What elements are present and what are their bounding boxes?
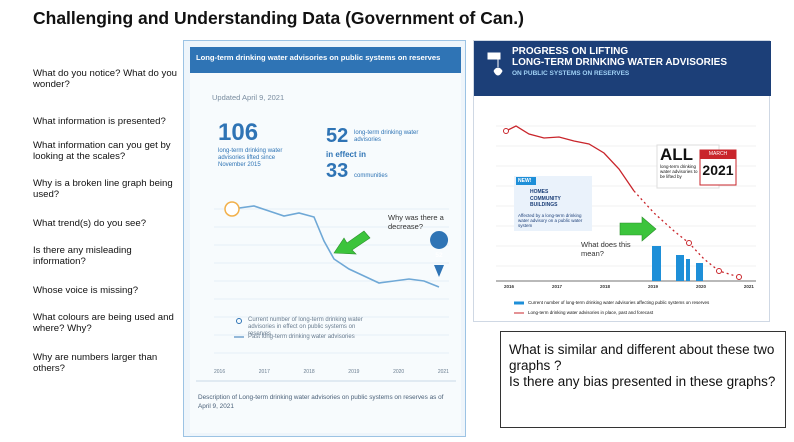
caption: Description of Long-term drinking water … <box>198 394 444 410</box>
x-tick-label: 2021 <box>437 369 449 375</box>
title: PROGRESS ON LIFTING <box>512 46 629 57</box>
new-tag <box>516 177 536 185</box>
new-label: NEW! <box>518 178 532 184</box>
x-tick-label: 2018 <box>303 369 315 375</box>
new-box <box>514 176 592 231</box>
header-bar <box>190 47 461 73</box>
stat-text: long-term drinking water advisories <box>354 130 419 143</box>
question: What trend(s) do you see? <box>33 218 147 229</box>
x-tick-label: 2016 <box>214 369 226 375</box>
x-tick-label: 2019 <box>647 284 658 289</box>
x-tick-label: 2018 <box>599 284 610 289</box>
updated: Updated April 9, 2021 <box>212 93 285 102</box>
tap-icon <box>487 52 503 76</box>
arrow <box>619 216 657 242</box>
legend-entry: Current number of long-term drinking wat… <box>248 317 363 337</box>
new-text: Affected by a long-term drinking water a… <box>518 213 583 228</box>
trend-line <box>231 205 440 288</box>
header: Long-term drinking water advisories on p… <box>196 53 441 62</box>
start-marker <box>224 201 240 217</box>
x-tick-label: 2017 <box>551 284 562 289</box>
homes: HOMES <box>530 189 549 195</box>
badge-text: long-term drinking water advisories to b… <box>660 164 698 179</box>
legend-entry: Long-term drinking water advisories in p… <box>528 310 654 315</box>
trend-line <box>505 125 635 192</box>
x-tick-label: 2020 <box>695 284 706 289</box>
x-tick-label: 2020 <box>393 369 405 375</box>
pin-label: 52 <box>435 252 443 259</box>
x-tick-label: 2016 <box>504 284 515 289</box>
legend-icon <box>236 318 242 324</box>
question: What do you notice? What do you wonder? <box>33 68 177 90</box>
left-chart-decoration <box>190 47 461 433</box>
stat-text: in effect in <box>326 150 367 159</box>
question: Is there any misleading information? <box>33 245 132 267</box>
question: Whose voice is missing? <box>33 285 139 296</box>
question: What information can you get by looking … <box>33 140 171 162</box>
x-tick-label: 2021 <box>743 284 754 289</box>
legend-entry: Past long-term drinking water advisories <box>248 334 355 340</box>
stat-number: 52 <box>326 125 349 147</box>
question: Why is a broken line graph being used? <box>33 178 173 200</box>
badge-year: 2021 <box>702 162 734 178</box>
title: LONG-TERM DRINKING WATER ADVISORIES <box>512 57 727 68</box>
box-text: What is similar and different about thes… <box>509 342 775 373</box>
question: Why are numbers larger than others? <box>33 352 158 374</box>
markers <box>503 128 742 280</box>
bars <box>652 246 703 281</box>
x-tick-label: 2017 <box>258 369 270 375</box>
badge-month: MARCH <box>708 151 728 157</box>
subtitle: ON PUBLIC SYSTEMS ON RESERVES <box>512 70 630 77</box>
x-tick-label: 2019 <box>348 369 360 375</box>
discussion-box: What is similar and different about thes… <box>500 331 786 428</box>
question: What information is presented? <box>33 116 166 127</box>
stat-text: long-term drinking water advisories lift… <box>218 148 283 168</box>
right-chart-decoration <box>474 41 771 314</box>
community: COMMUNITY BUILDINGS <box>530 196 561 208</box>
header-bar <box>474 41 771 96</box>
stat-number: 106 <box>218 119 259 146</box>
box-text: Is there any bias presented in these gra… <box>509 374 776 389</box>
badge-all: ALL <box>660 145 694 164</box>
question: What colours are being used and where? W… <box>33 312 174 334</box>
stat-text: communities <box>354 173 388 179</box>
right-infographic: PROGRESS ON LIFTING LONG-TERM DRINKING W… <box>473 40 771 322</box>
legend-entry: Current number of long-term drinking wat… <box>528 300 710 305</box>
annotation: What does this mean? <box>581 240 631 258</box>
stat-number: 33 <box>326 160 349 182</box>
grid <box>214 208 449 354</box>
arrow <box>333 230 371 255</box>
annotation: Why was there a decrease? <box>388 213 444 231</box>
x-axis: 2016 2017 2018 2019 2020 2021 <box>504 284 754 289</box>
calendar-top <box>700 150 736 159</box>
pin <box>430 231 449 277</box>
panel-bg <box>190 73 461 433</box>
slide-title: Challenging and Understanding Data (Gove… <box>33 8 524 28</box>
left-infographic: Long-term drinking water advisories on p… <box>183 40 466 437</box>
x-axis: 2016 2017 2018 2019 2020 2021 <box>214 369 449 375</box>
